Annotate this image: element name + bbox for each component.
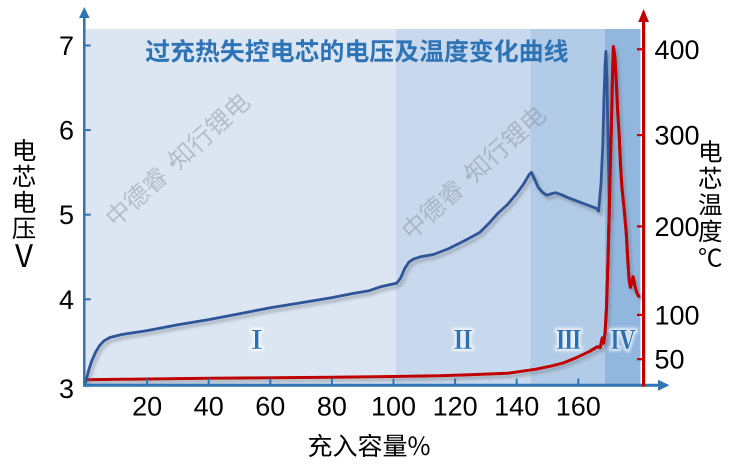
- svg-text:200: 200: [655, 212, 700, 242]
- svg-text:60: 60: [255, 392, 285, 422]
- svg-text:50: 50: [655, 345, 685, 375]
- svg-text:20: 20: [132, 392, 162, 422]
- svg-text:120: 120: [433, 392, 478, 422]
- svg-text:7: 7: [59, 31, 74, 61]
- svg-text:400: 400: [655, 35, 700, 65]
- svg-text:3: 3: [59, 374, 74, 404]
- svg-text:100: 100: [655, 300, 700, 330]
- svg-text:100: 100: [371, 392, 416, 422]
- svg-text:160: 160: [556, 392, 601, 422]
- svg-text:80: 80: [317, 392, 347, 422]
- svg-text:300: 300: [655, 121, 700, 151]
- svg-text:4: 4: [59, 285, 74, 315]
- svg-text:140: 140: [494, 392, 539, 422]
- svg-text:40: 40: [194, 392, 224, 422]
- svg-text:6: 6: [59, 116, 74, 146]
- svg-text:5: 5: [59, 200, 74, 230]
